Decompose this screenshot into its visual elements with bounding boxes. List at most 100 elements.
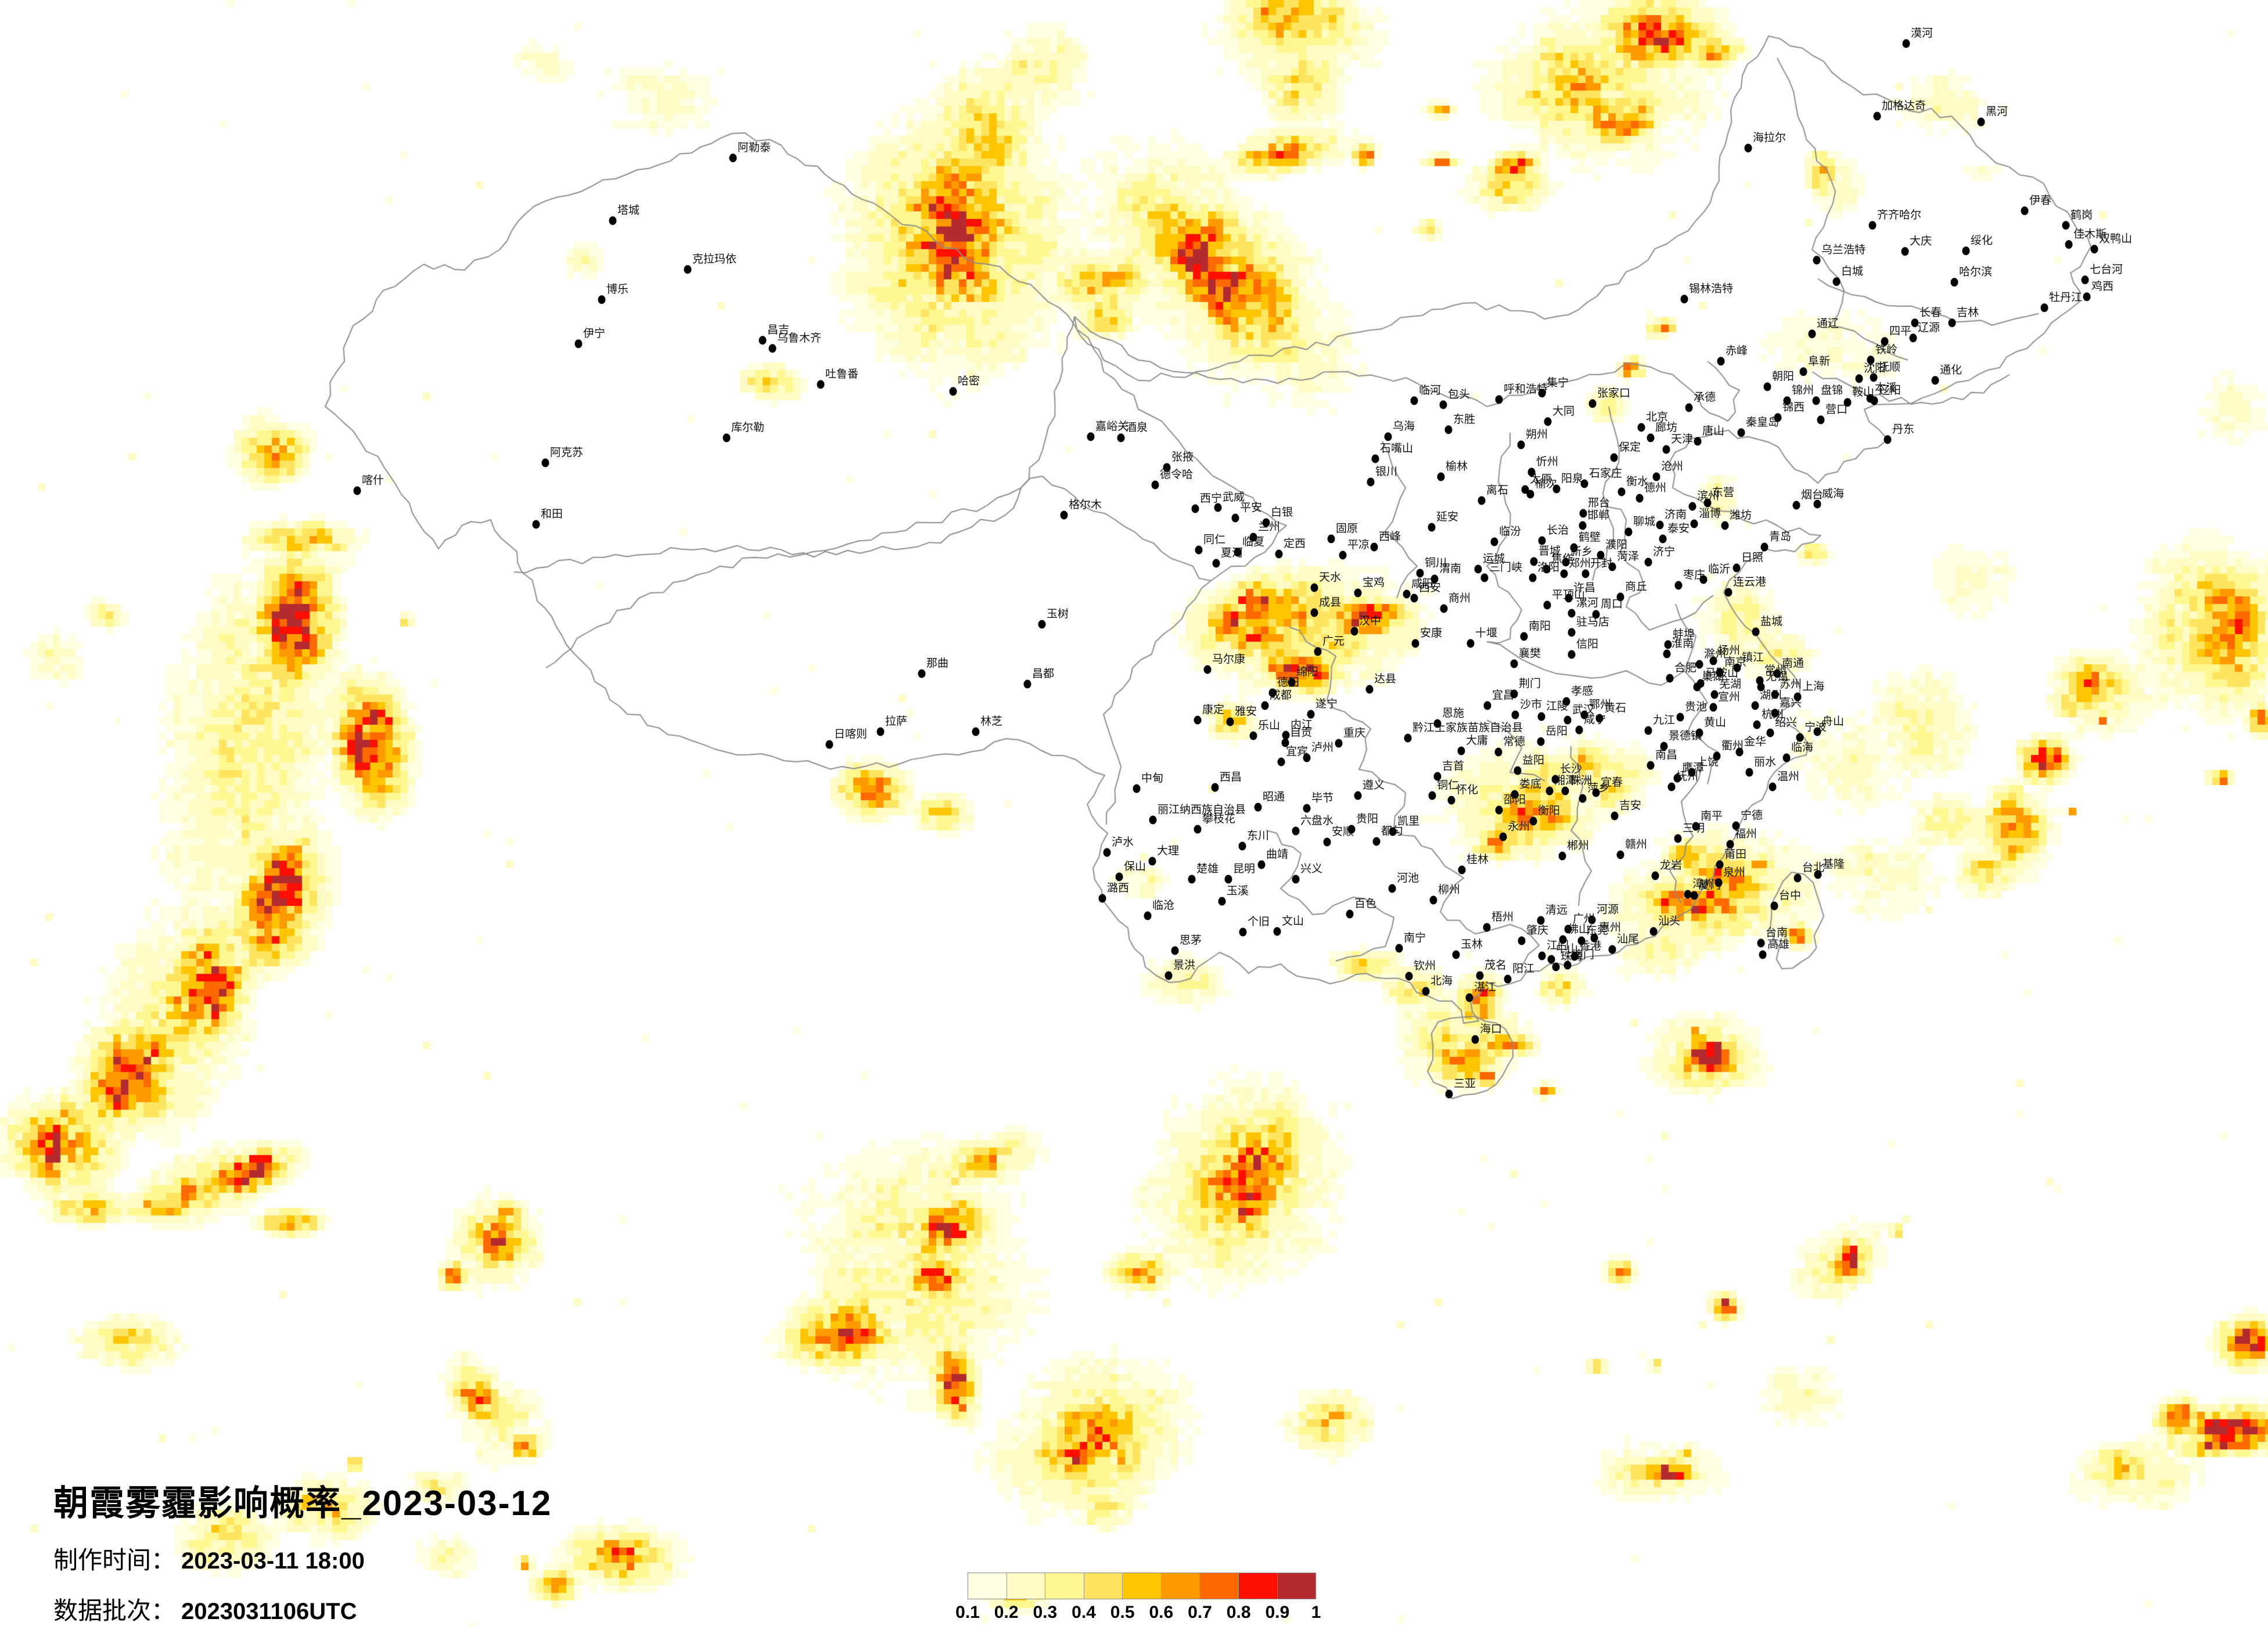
city-dot-icon xyxy=(768,344,777,353)
city-label: 青岛 xyxy=(1769,531,1792,543)
city-dot-icon xyxy=(1203,665,1212,674)
city-dot-icon xyxy=(2090,244,2098,254)
city-dot-icon xyxy=(1261,701,1269,710)
city-dot-icon xyxy=(1520,632,1528,641)
city-dot-icon xyxy=(1282,731,1290,740)
city-label: 锦州 xyxy=(1792,384,1814,397)
city-dot-icon xyxy=(541,458,549,467)
colorbar-tick-label: 0.5 xyxy=(1110,1603,1135,1622)
city-dot-icon xyxy=(1579,521,1587,530)
city-dot-icon xyxy=(1544,417,1552,426)
city-dot-icon xyxy=(1659,534,1667,544)
city-dot-icon xyxy=(1346,909,1354,919)
city-label: 锦西 xyxy=(1782,401,1805,413)
city-dot-icon xyxy=(1144,911,1152,920)
colorbar-cells xyxy=(968,1573,1316,1599)
city-dot-icon xyxy=(1792,501,1800,510)
city-label: 烟台 xyxy=(1801,489,1824,501)
city-label: 香港 xyxy=(1579,940,1602,952)
city-dot-icon xyxy=(1410,593,1418,603)
city-label: 那曲 xyxy=(926,657,949,670)
city-dot-icon xyxy=(532,520,540,529)
production-time-value: 2023-03-11 18:00 xyxy=(181,1548,365,1574)
city-dot-icon xyxy=(1452,950,1460,959)
city-dot-icon xyxy=(1474,564,1482,574)
city-dot-icon xyxy=(1483,923,1491,932)
city-dot-icon xyxy=(1471,1035,1479,1044)
city-dot-icon xyxy=(1610,453,1618,462)
city-dot-icon xyxy=(1562,557,1570,567)
city-label: 个旧 xyxy=(1248,916,1270,928)
city-label: 东莞 xyxy=(1586,924,1609,937)
city-dot-icon xyxy=(1766,728,1774,738)
city-label: 盐城 xyxy=(1760,616,1783,628)
city-dot-icon xyxy=(1545,786,1554,796)
city-label: 东营 xyxy=(1712,487,1735,499)
city-label: 北京 xyxy=(1646,411,1669,423)
city-label: 黄石 xyxy=(1604,702,1627,714)
city-label: 潍坊 xyxy=(1730,509,1752,521)
city-label: 四平 xyxy=(1889,325,1912,337)
city-label: 河源 xyxy=(1597,904,1619,916)
city-dot-icon xyxy=(1214,503,1222,512)
city-label: 汕尾 xyxy=(1617,933,1640,945)
city-dot-icon xyxy=(1636,494,1644,503)
city-label: 临海 xyxy=(1791,742,1814,754)
city-dot-icon xyxy=(1676,713,1684,722)
city-label: 克拉玛依 xyxy=(692,253,737,265)
city-dot-icon xyxy=(1662,445,1670,454)
city-dot-icon xyxy=(1151,480,1159,490)
city-dot-icon xyxy=(1476,971,1484,980)
city-dot-icon xyxy=(1254,803,1262,812)
city-label: 康定 xyxy=(1202,704,1225,716)
city-dot-icon xyxy=(1713,751,1721,761)
city-label: 衡水 xyxy=(1626,476,1649,488)
city-label: 吉首 xyxy=(1442,760,1465,772)
city-label: 沧州 xyxy=(1661,461,1684,473)
city-dot-icon xyxy=(1444,425,1453,434)
city-dot-icon xyxy=(2065,240,2073,249)
city-label: 丽水 xyxy=(1754,756,1777,768)
city-dot-icon xyxy=(1149,815,1157,825)
city-label: 河池 xyxy=(1397,872,1419,884)
city-dot-icon xyxy=(1570,952,1579,961)
city-label: 临河 xyxy=(1419,384,1442,397)
city-label: 娄底 xyxy=(1519,778,1542,790)
city-dot-icon xyxy=(1494,747,1503,757)
city-dot-icon xyxy=(1814,870,1822,879)
city-dot-icon xyxy=(1365,685,1374,694)
city-label: 广元 xyxy=(1322,635,1345,647)
city-label: 茂名 xyxy=(1485,959,1507,972)
city-label: 武威 xyxy=(1223,491,1245,503)
city-label: 南宁 xyxy=(1404,932,1426,944)
city-dot-icon xyxy=(1832,277,1841,286)
city-dot-icon xyxy=(1563,961,1572,970)
city-dot-icon xyxy=(1710,690,1719,699)
city-dot-icon xyxy=(1249,731,1257,740)
city-dot-icon xyxy=(1405,972,1413,981)
city-label: 芜湖 xyxy=(1719,678,1742,690)
city-dot-icon xyxy=(1663,649,1671,659)
city-dot-icon xyxy=(1735,747,1744,757)
city-label: 泰安 xyxy=(1667,523,1690,535)
city-label: 曲靖 xyxy=(1266,848,1289,861)
city-dot-icon xyxy=(1511,710,1519,720)
city-label: 黑河 xyxy=(1986,106,2008,118)
city-dot-icon xyxy=(1511,790,1519,799)
city-dot-icon xyxy=(1568,609,1576,618)
city-dot-icon xyxy=(1597,551,1605,560)
city-label: 绍兴 xyxy=(1775,717,1798,729)
city-dot-icon xyxy=(1350,627,1358,636)
city-dot-icon xyxy=(1644,557,1652,567)
city-dot-icon xyxy=(1881,337,1889,346)
city-dot-icon xyxy=(1666,674,1674,683)
city-label: 阳泉 xyxy=(1561,473,1584,485)
city-dot-icon xyxy=(1354,791,1362,800)
city-label: 朝阳 xyxy=(1772,370,1795,383)
city-dot-icon xyxy=(1592,610,1600,619)
city-label: 潞西 xyxy=(1107,882,1130,894)
city-label: 本溪 xyxy=(1875,382,1897,394)
city-label: 七台河 xyxy=(2090,264,2123,276)
city-dot-icon xyxy=(1148,857,1156,866)
